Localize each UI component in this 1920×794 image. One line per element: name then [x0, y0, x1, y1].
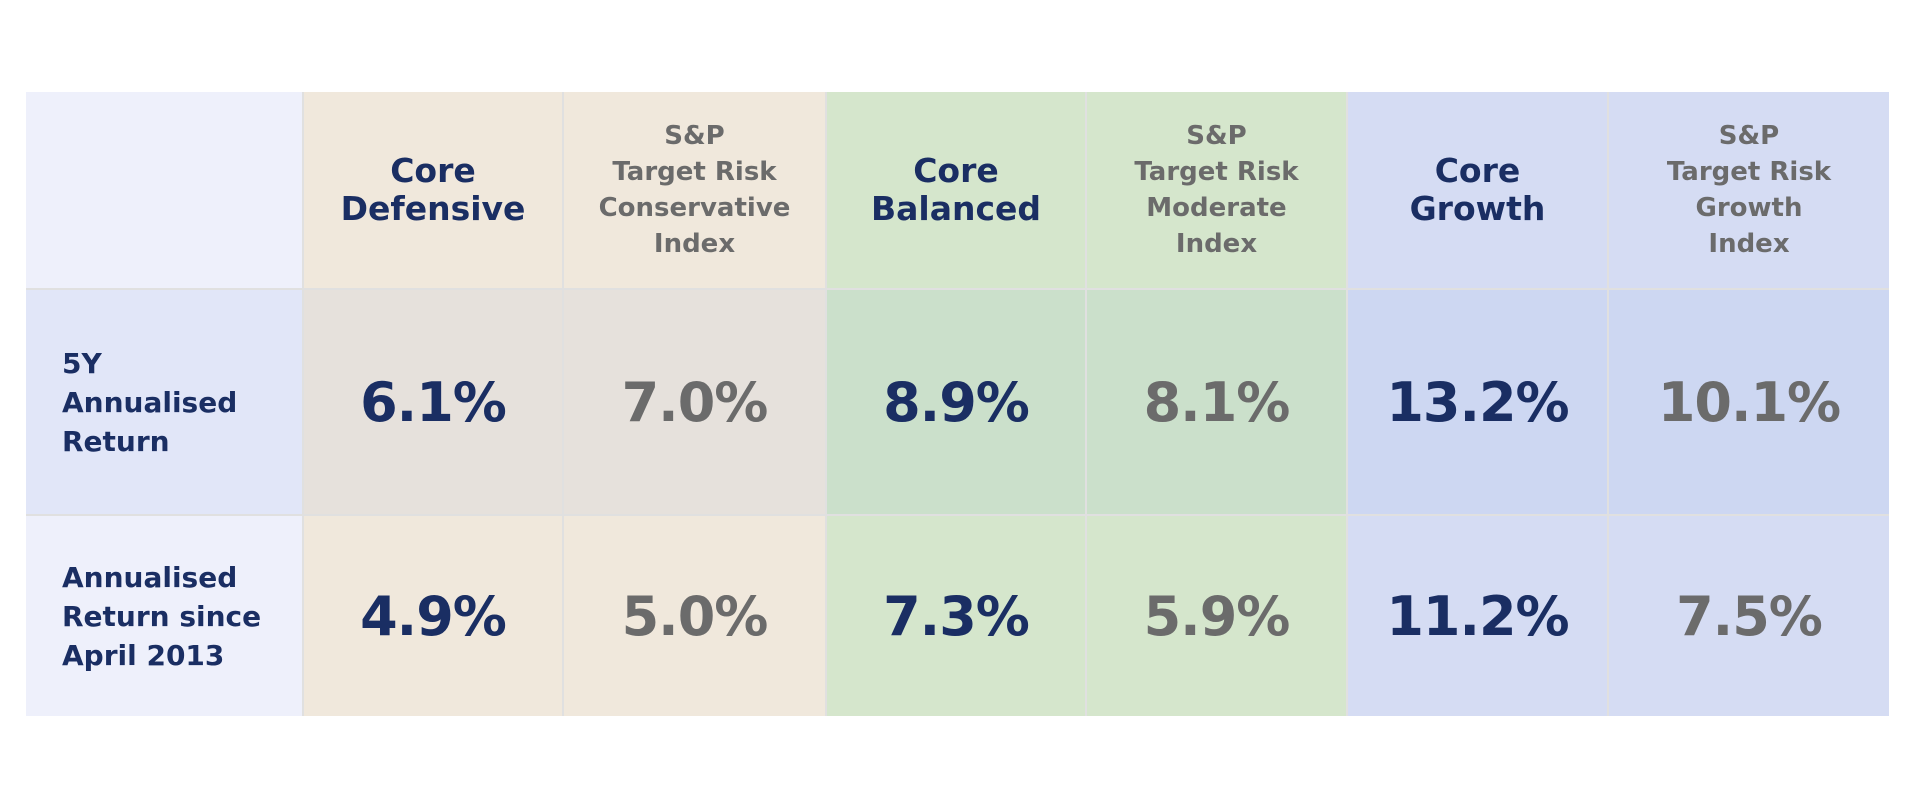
returns-table: Core Defensive S&P Target Risk Conservati… [26, 92, 1889, 716]
column-header: S&P Target Risk Conservative Index [564, 92, 827, 290]
return-value: 7.0% [564, 290, 827, 516]
return-value: 7.3% [827, 516, 1087, 716]
return-value: 10.1% [1609, 290, 1889, 516]
return-value: 5.9% [1087, 516, 1348, 716]
return-value: 8.9% [827, 290, 1087, 516]
return-value: 8.1% [1087, 290, 1348, 516]
column-header: Core Defensive [304, 92, 564, 290]
return-value: 5.0% [564, 516, 827, 716]
row-label: Annualised Return since April 2013 [26, 516, 304, 716]
column-header: Core Growth [1348, 92, 1609, 290]
return-value: 4.9% [304, 516, 564, 716]
corner-cell [26, 92, 304, 290]
row-label: 5Y Annualised Return [26, 290, 304, 516]
column-header: Core Balanced [827, 92, 1087, 290]
column-header: S&P Target Risk Moderate Index [1087, 92, 1348, 290]
return-value: 13.2% [1348, 290, 1609, 516]
column-header: S&P Target Risk Growth Index [1609, 92, 1889, 290]
return-value: 7.5% [1609, 516, 1889, 716]
return-value: 11.2% [1348, 516, 1609, 716]
return-value: 6.1% [304, 290, 564, 516]
